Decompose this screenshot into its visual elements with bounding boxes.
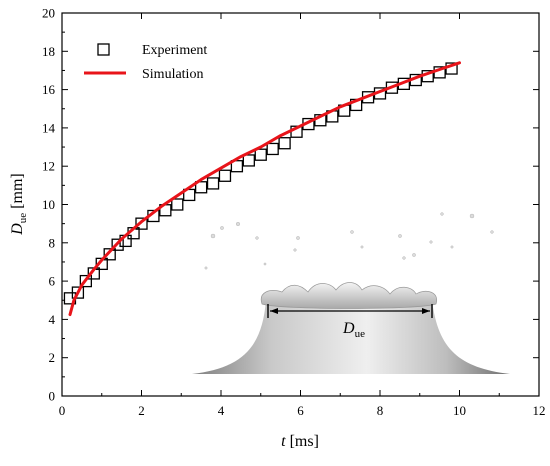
y-tick-label: 14: [42, 120, 56, 135]
x-tick-label: 2: [138, 403, 145, 418]
droplet: [469, 213, 475, 219]
crown-rim: [260, 282, 438, 309]
y-tick-label: 6: [49, 274, 56, 289]
droplet: [293, 248, 297, 252]
y-tick-label: 0: [49, 389, 56, 404]
droplet: [398, 234, 402, 238]
experiment-point: [278, 137, 291, 150]
legend-label-simulation: Simulation: [142, 67, 203, 82]
series-experiment: [63, 62, 458, 305]
droplet: [210, 233, 216, 239]
x-tick-label: 4: [218, 403, 225, 418]
legend-label-experiment: Experiment: [142, 43, 207, 58]
y-tick-label: 2: [49, 350, 56, 365]
droplet: [490, 230, 494, 234]
experiment-point: [266, 142, 279, 156]
droplet: [412, 253, 416, 257]
y-axis-title: Due [mm]: [9, 173, 29, 236]
y-tick-label: 10: [42, 197, 55, 212]
droplet: [429, 240, 433, 244]
axis-ticks: [61, 12, 540, 397]
axis-tick-labels: 0 2 4 6 8 10 12 0 2 4 6 8 10 12 14 16 18 20: [42, 6, 546, 419]
x-tick-label: 10: [453, 403, 466, 418]
droplet: [204, 266, 208, 270]
inset-diameter-label: Due: [342, 320, 365, 340]
experiment-point: [103, 248, 116, 261]
droplet: [350, 230, 354, 234]
droplet: [235, 221, 241, 227]
x-tick-label: 0: [59, 403, 66, 418]
y-tick-label: 20: [42, 6, 55, 21]
droplet: [360, 245, 364, 249]
y-tick-label: 16: [42, 82, 56, 97]
experiment-point: [242, 154, 255, 167]
droplet: [220, 226, 224, 230]
legend: Experiment Simulation: [84, 43, 207, 82]
droplet: [450, 245, 454, 249]
experiment-point: [230, 160, 244, 173]
experiment-point: [194, 181, 208, 194]
crown-body: [192, 300, 510, 374]
experiment-point: [111, 238, 124, 251]
diameter-arrow-right-head: [422, 308, 430, 314]
legend-marker-experiment: [97, 43, 110, 56]
experiment-point: [135, 217, 148, 230]
x-tick-label: 6: [297, 403, 304, 418]
series-simulation-line: [68, 61, 461, 317]
y-tick-label: 4: [49, 312, 56, 327]
experiment-point: [206, 177, 220, 190]
droplets: [204, 212, 494, 270]
x-tick-label: 12: [533, 403, 546, 418]
series-layer: [63, 61, 461, 317]
experiment-point: [79, 274, 92, 288]
x-tick-label: 8: [377, 403, 384, 418]
splash-crown-illustration: Due: [192, 212, 510, 374]
droplet: [402, 256, 406, 260]
experiment-point: [218, 169, 232, 182]
x-axis-title: t [ms]: [281, 433, 319, 450]
y-tick-label: 8: [49, 235, 56, 250]
y-tick-label: 18: [42, 44, 55, 59]
diameter-arrow-left-head: [270, 308, 278, 314]
y-tick-label: 12: [42, 159, 55, 174]
experiment-point: [254, 148, 267, 161]
droplet: [263, 262, 267, 266]
experiment-point: [171, 198, 184, 211]
droplet: [440, 212, 444, 216]
experiment-point: [71, 286, 85, 299]
droplet: [255, 236, 259, 240]
droplet: [296, 236, 300, 240]
